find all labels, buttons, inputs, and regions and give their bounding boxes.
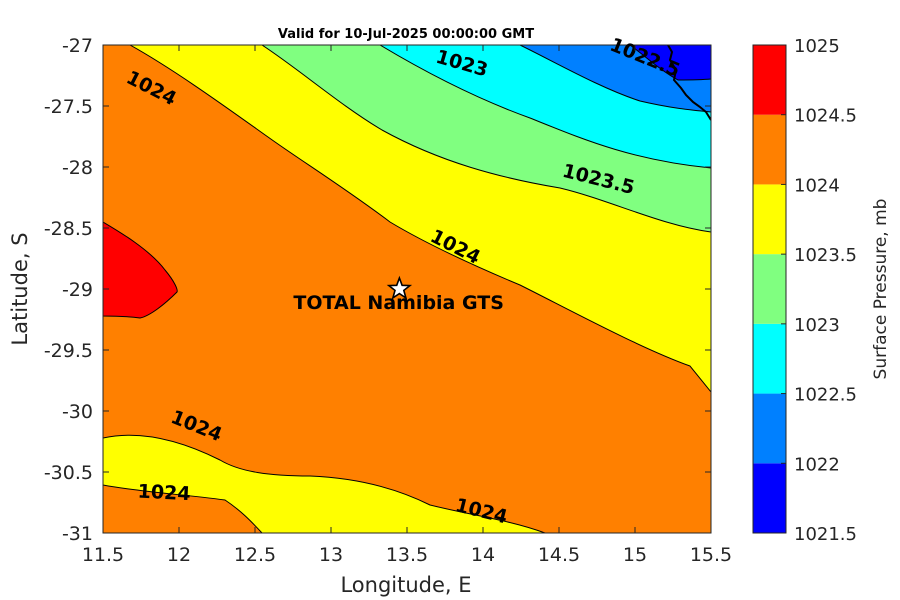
y-tick-label: -28 (62, 157, 93, 179)
x-tick-label: 12 (167, 544, 191, 566)
y-tick-label: -30 (62, 401, 93, 423)
y-tick-label: -29.5 (44, 340, 93, 362)
x-tick-label: 15 (623, 544, 647, 566)
y-tick-label: -27 (62, 35, 93, 57)
y-tick-label: -30.5 (44, 462, 93, 484)
colorbar-tick-label: 1021.5 (794, 524, 857, 545)
region-1024-1024.5-west (103, 221, 178, 319)
site-marker: TOTAL Namibia GTS (293, 275, 504, 314)
colorbar-swatch (753, 184, 786, 255)
y-axis-label: Latitude, S (8, 232, 32, 345)
colorbar-tick-label: 1024 (794, 175, 840, 196)
contour-label: 1024 (137, 480, 191, 505)
contour-fill (103, 45, 711, 533)
x-tick-label: 12.5 (234, 544, 276, 566)
colorbar-frame (752, 44, 787, 534)
star-icon (386, 275, 413, 300)
colorbar-swatch (753, 254, 786, 324)
x-tick-label: 15.5 (690, 544, 732, 566)
colorbar-tick-label: 1023 (794, 315, 840, 336)
region-1023.5-1024-south (103, 434, 546, 533)
site-label: TOTAL Namibia GTS (293, 292, 504, 314)
coastline (667, 45, 711, 121)
y-tick-label: -28.5 (44, 218, 93, 240)
chart-title: Valid for 10-Jul-2025 00:00:00 GMT (278, 27, 534, 42)
x-tick-label: 13.5 (386, 544, 428, 566)
colorbar-label: Surface Pressure, mb (871, 199, 891, 380)
colorbar-swatch (753, 463, 786, 533)
x-tick-label: 11.5 (82, 544, 124, 566)
x-tick-label: 13 (319, 544, 343, 566)
colorbar-swatch (753, 114, 786, 185)
colorbar-tick-label: 1023.5 (794, 245, 857, 266)
colorbar-swatch (753, 323, 786, 394)
colorbar-tick-label: 1025 (794, 36, 840, 57)
colorbar-tick-label: 1022.5 (794, 385, 857, 406)
x-axis: 11.5 12 12.5 13 13.5 14 14.5 15 15.5 (82, 45, 732, 566)
y-tick-label: -27.5 (44, 96, 93, 118)
y-axis: -27 -27.5 -28 -28.5 -29 -29.5 -30 -30.5 -31 (44, 35, 711, 545)
colorbar-swatch (753, 45, 786, 115)
colorbar-tick-label: 1022 (794, 454, 840, 475)
x-tick-label: 14 (471, 544, 495, 566)
x-tick-label: 14.5 (538, 544, 580, 566)
colorbar-tick-label: 1024.5 (794, 106, 857, 127)
colorbar-swatch (753, 393, 786, 464)
colorbar: 1025 1024.5 1024 1023.5 1023 1022.5 1022 1021.5 (752, 36, 857, 545)
y-tick-label: -29 (62, 279, 93, 301)
y-tick-label: -31 (62, 523, 93, 545)
x-axis-label: Longitude, E (340, 573, 471, 597)
